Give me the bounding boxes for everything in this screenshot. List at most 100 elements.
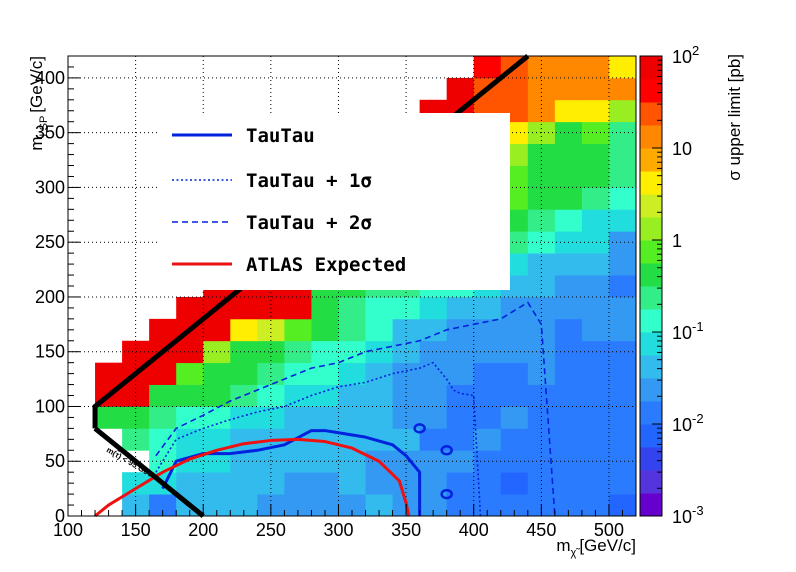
heatmap-cell (230, 494, 258, 517)
heatmap-cell (311, 362, 339, 385)
heatmap-cell (581, 406, 610, 429)
heatmap-cell (149, 428, 177, 451)
x-tick-label: 300 (323, 520, 353, 540)
heatmap-cell (311, 450, 339, 473)
heatmap-cell (230, 296, 258, 320)
colorbar-segment (640, 56, 662, 80)
colorbar-tick-label: 10-3 (672, 503, 704, 527)
heatmap-cell (473, 340, 502, 364)
tau-boundary-line (93, 426, 205, 518)
heatmap-cell (554, 56, 583, 79)
heatmap-cell (581, 362, 610, 385)
heatmap-cell (365, 362, 393, 385)
heatmap-cell (176, 384, 204, 407)
heatmap-cell (419, 362, 448, 385)
heatmap-cell (284, 318, 312, 342)
heatmap-cell (554, 384, 583, 407)
y-tick-label: 350 (35, 123, 65, 143)
heatmap-cell (284, 406, 312, 429)
colorbar-segment (640, 240, 662, 264)
x-axis-label-main: m (556, 536, 570, 555)
heatmap-cell (338, 472, 366, 495)
colorbar-segment (640, 309, 662, 333)
colorbar-segment (640, 378, 662, 402)
heatmap-cell (149, 362, 177, 385)
heatmap-cell (284, 340, 312, 364)
heatmap-cell (581, 296, 610, 320)
heatmap-cell (581, 428, 610, 451)
heatmap-cell (608, 340, 637, 364)
heatmap-cell (554, 187, 583, 210)
heatmap-cell (311, 428, 339, 451)
heatmap-cell (473, 362, 502, 385)
heatmap-cell (257, 472, 285, 495)
heatmap-cell (149, 384, 177, 407)
heatmap-cell (554, 494, 583, 517)
y-tick-label: 200 (35, 287, 65, 307)
heatmap-cell (257, 340, 285, 364)
heatmap-cell (500, 494, 529, 517)
heatmap-cell (176, 472, 204, 495)
heatmap-cell (581, 187, 610, 210)
x-tick-label: 350 (391, 520, 421, 540)
y-tick-label: 300 (35, 177, 65, 197)
x-axis-label: mχ̃ [GeV/c] (556, 536, 636, 559)
colorbar-segment (640, 171, 662, 195)
heatmap-cell (176, 340, 204, 364)
heatmap-cell (473, 318, 502, 342)
heatmap-cell (446, 406, 475, 429)
heatmap-cell (500, 77, 529, 101)
heatmap-cell (500, 318, 529, 342)
heatmap-cell (257, 450, 285, 473)
series-line (94, 437, 411, 518)
heatmap-cell (284, 472, 312, 495)
heatmap-cell (527, 362, 556, 385)
colorbar-segment (640, 217, 662, 241)
heatmap-cell (473, 56, 502, 79)
x-axis-label-subscript: χ̃ (571, 547, 581, 559)
heatmap-cell (527, 231, 556, 254)
colorbar-tick-label: 10-2 (672, 411, 704, 435)
axis-ticks: 100 150 200 250 300 350 400 450 500 0 50 100 150 200 2… (35, 55, 637, 540)
heatmap-cell (419, 406, 448, 429)
heatmap-cell (203, 494, 231, 517)
heatmap-cell (392, 428, 421, 451)
heatmap-cell (365, 340, 393, 364)
colorbar-segment (640, 286, 662, 310)
colorbar-segment (640, 470, 662, 494)
heatmap-cell (203, 472, 231, 495)
heatmap-cell (149, 450, 177, 473)
heatmap-cell (149, 406, 177, 429)
colorbar-segment (640, 401, 662, 425)
heatmap-cell (284, 362, 312, 385)
heatmap-cell (230, 318, 258, 342)
heatmap-cell (176, 406, 204, 429)
colorbar-tick-label: 102 (672, 43, 699, 67)
y-axis-label: mLSP [GeV/c] (27, 56, 50, 151)
heatmap-cell (500, 384, 529, 407)
heatmap-cell (608, 231, 637, 254)
heatmap-cell (392, 472, 421, 495)
heatmap-cell (95, 362, 123, 385)
heatmap-cell (581, 384, 610, 407)
heatmap-cell (149, 318, 177, 342)
heatmap-cell (446, 318, 475, 342)
heatmap-cell (365, 296, 393, 320)
heatmap-cell (419, 384, 448, 407)
heatmap-cell (527, 406, 556, 429)
heatmap-cell (365, 494, 393, 517)
heatmap-cell (284, 450, 312, 473)
heatmap-cell (608, 494, 637, 517)
heatmap-cell (527, 340, 556, 364)
heatmap-cell (284, 296, 312, 320)
heatmap-cell (500, 472, 529, 495)
heatmap-cell (554, 362, 583, 385)
colorbar-segment (640, 447, 662, 471)
series-line (155, 301, 556, 517)
heatmap-cell (608, 187, 637, 210)
heatmap-cell (122, 472, 150, 495)
legend-entry-label: ATLAS Expected (246, 254, 406, 276)
heatmap-cell (608, 384, 637, 407)
heatmap-cell (527, 428, 556, 451)
heatmap-cell (338, 384, 366, 407)
